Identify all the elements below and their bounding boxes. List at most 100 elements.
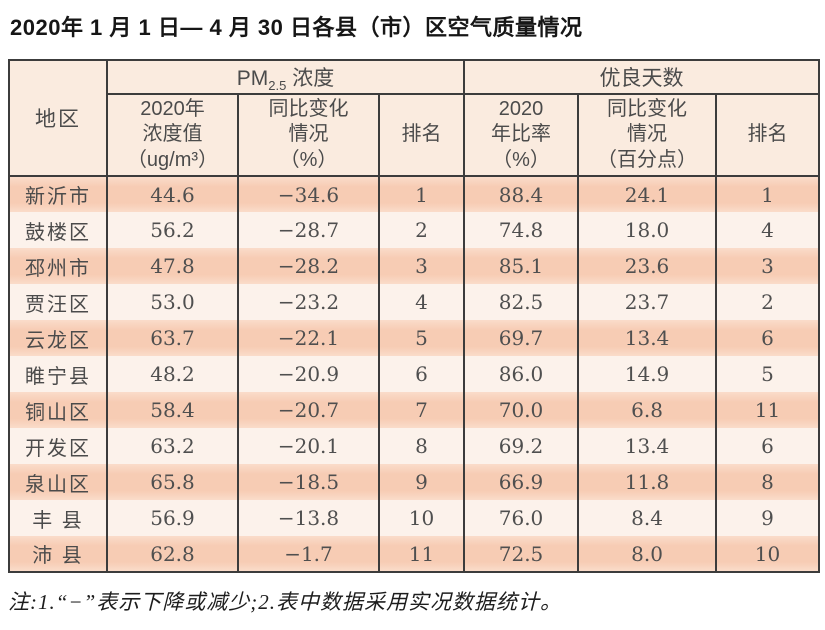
cell-good-rank: 11 <box>715 392 821 428</box>
cell-pm-concentration: 62.8 <box>106 536 239 572</box>
pm25-label-prefix: PM <box>236 67 269 90</box>
cell-pm-yoy-change: −20.9 <box>237 356 380 392</box>
cell-good-rate: 69.2 <box>463 428 580 464</box>
cell-pm-yoy-change: −20.7 <box>237 392 380 428</box>
cell-pm-yoy-change: −34.6 <box>237 176 380 212</box>
table-row: 沛 县 62.8 −1.7 11 72.5 8.0 10 <box>8 536 821 572</box>
cell-region: 沛 县 <box>8 536 108 572</box>
cell-region: 泉山区 <box>8 464 108 500</box>
cell-good-yoy-change: 13.4 <box>577 428 718 464</box>
table-row: 铜山区 58.4 −20.7 7 70.0 6.8 11 <box>8 392 821 428</box>
cell-region: 新沂市 <box>8 176 108 212</box>
cell-pm-concentration: 48.2 <box>106 356 239 392</box>
cell-good-yoy-change: 6.8 <box>577 392 718 428</box>
cell-good-rate: 74.8 <box>463 212 580 248</box>
header-region: 地区 <box>8 60 108 177</box>
cell-good-rank: 2 <box>715 284 821 320</box>
cell-good-rank: 6 <box>715 320 821 356</box>
cell-pm-concentration: 56.9 <box>106 500 239 536</box>
cell-region: 铜山区 <box>8 392 108 428</box>
cell-good-rate: 72.5 <box>463 536 580 572</box>
cell-good-yoy-change: 23.7 <box>577 284 718 320</box>
cell-pm-yoy-change: −23.2 <box>237 284 380 320</box>
cell-good-rate: 69.7 <box>463 320 580 356</box>
pm25-label-suffix: 浓度 <box>286 67 335 90</box>
cell-good-rate: 82.5 <box>463 284 580 320</box>
cell-pm-rank: 11 <box>377 536 466 572</box>
table-row: 贾汪区 53.0 −23.2 4 82.5 23.7 2 <box>8 284 821 320</box>
header-pm-yoy-change: 同比变化 情况 （%） <box>237 94 380 177</box>
header-good-days-group: 优良天数 <box>463 60 821 95</box>
cell-good-rate: 66.9 <box>463 464 580 500</box>
air-quality-table: 地区 PM2.5 浓度 优良天数 2020年 浓度值 （ug/m³） 同比变化 … <box>8 59 821 573</box>
cell-good-rate: 88.4 <box>463 176 580 212</box>
cell-pm-rank: 7 <box>377 392 466 428</box>
cell-good-rank: 10 <box>715 536 821 572</box>
cell-good-rate: 76.0 <box>463 500 580 536</box>
cell-good-rank: 4 <box>715 212 821 248</box>
table-body: 新沂市 44.6 −34.6 1 88.4 24.1 1 鼓楼区 56.2 −2… <box>8 176 821 572</box>
cell-good-yoy-change: 13.4 <box>577 320 718 356</box>
cell-pm-concentration: 53.0 <box>106 284 239 320</box>
cell-good-rank: 1 <box>715 176 821 212</box>
cell-region: 邳州市 <box>8 248 108 284</box>
cell-pm-rank: 5 <box>377 320 466 356</box>
header-pm-rank: 排名 <box>377 94 466 177</box>
cell-pm-yoy-change: −22.1 <box>237 320 380 356</box>
cell-pm-yoy-change: −13.8 <box>237 500 380 536</box>
cell-good-yoy-change: 23.6 <box>577 248 718 284</box>
cell-region: 丰 县 <box>8 500 108 536</box>
cell-good-rank: 9 <box>715 500 821 536</box>
cell-pm-yoy-change: −18.5 <box>237 464 380 500</box>
header-good-yoy-change: 同比变化 情况 （百分点） <box>577 94 718 177</box>
cell-good-yoy-change: 8.4 <box>577 500 718 536</box>
cell-region: 贾汪区 <box>8 284 108 320</box>
header-pm-concentration: 2020年 浓度值 （ug/m³） <box>106 94 239 177</box>
cell-good-rate: 85.1 <box>463 248 580 284</box>
table-row: 邳州市 47.8 −28.2 3 85.1 23.6 3 <box>8 248 821 284</box>
cell-pm-concentration: 65.8 <box>106 464 239 500</box>
table-header: 地区 PM2.5 浓度 优良天数 2020年 浓度值 （ug/m³） 同比变化 … <box>8 60 821 177</box>
cell-pm-rank: 4 <box>377 284 466 320</box>
cell-good-rank: 5 <box>715 356 821 392</box>
table-row: 云龙区 63.7 −22.1 5 69.7 13.4 6 <box>8 320 821 356</box>
cell-pm-yoy-change: −1.7 <box>237 536 380 572</box>
table-row: 鼓楼区 56.2 −28.7 2 74.8 18.0 4 <box>8 212 821 248</box>
cell-region: 云龙区 <box>8 320 108 356</box>
cell-good-rank: 8 <box>715 464 821 500</box>
cell-pm-rank: 8 <box>377 428 466 464</box>
pm25-subscript: 2.5 <box>268 78 287 94</box>
cell-pm-concentration: 58.4 <box>106 392 239 428</box>
cell-pm-concentration: 63.7 <box>106 320 239 356</box>
header-good-rate: 2020 年比率 （%） <box>463 94 580 177</box>
table-row: 丰 县 56.9 −13.8 10 76.0 8.4 9 <box>8 500 821 536</box>
cell-region: 睢宁县 <box>8 356 108 392</box>
cell-pm-rank: 3 <box>377 248 466 284</box>
cell-region: 鼓楼区 <box>8 212 108 248</box>
cell-good-yoy-change: 14.9 <box>577 356 718 392</box>
cell-pm-concentration: 47.8 <box>106 248 239 284</box>
cell-pm-yoy-change: −20.1 <box>237 428 380 464</box>
cell-region: 开发区 <box>8 428 108 464</box>
cell-pm-rank: 2 <box>377 212 466 248</box>
cell-pm-rank: 10 <box>377 500 466 536</box>
cell-good-rank: 3 <box>715 248 821 284</box>
cell-pm-rank: 6 <box>377 356 466 392</box>
cell-pm-concentration: 44.6 <box>106 176 239 212</box>
cell-good-yoy-change: 18.0 <box>577 212 718 248</box>
cell-good-yoy-change: 11.8 <box>577 464 718 500</box>
cell-good-rate: 86.0 <box>463 356 580 392</box>
cell-pm-concentration: 63.2 <box>106 428 239 464</box>
footnote: 注:1.“−”表示下降或减少;2.表中数据采用实况数据统计。 <box>8 590 563 614</box>
cell-good-yoy-change: 24.1 <box>577 176 718 212</box>
cell-pm-yoy-change: −28.7 <box>237 212 380 248</box>
table-row: 开发区 63.2 −20.1 8 69.2 13.4 6 <box>8 428 821 464</box>
cell-pm-yoy-change: −28.2 <box>237 248 380 284</box>
cell-good-rate: 70.0 <box>463 392 580 428</box>
header-pm25-group: PM2.5 浓度 <box>105 60 466 95</box>
table-row: 泉山区 65.8 −18.5 9 66.9 11.8 8 <box>8 464 821 500</box>
cell-good-yoy-change: 8.0 <box>577 536 718 572</box>
table-row: 睢宁县 48.2 −20.9 6 86.0 14.9 5 <box>8 356 821 392</box>
header-good-rank: 排名 <box>715 94 821 177</box>
page-title: 2020年 1 月 1 日— 4 月 30 日各县（市）区空气质量情况 <box>10 15 583 40</box>
